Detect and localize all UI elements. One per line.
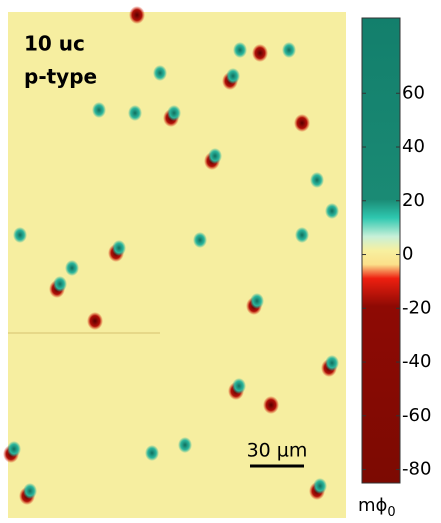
spot-positive: [23, 483, 37, 499]
colorbar-unit: mϕ0: [358, 495, 396, 520]
colorbar-gradient: [361, 17, 401, 484]
spot-negative: [263, 396, 279, 414]
spot-positive: [128, 105, 142, 121]
spot-positive: [13, 227, 27, 243]
spot-positive: [233, 42, 247, 58]
spot-positive: [167, 105, 181, 121]
spot-positive: [250, 293, 264, 309]
tick-label: 20: [402, 190, 425, 211]
spot-negative: [294, 114, 310, 132]
spot-positive: [53, 276, 67, 292]
tick-label: -80: [402, 459, 431, 480]
spot-positive: [282, 42, 296, 58]
spot-negative: [87, 312, 103, 330]
tick-label: 0: [402, 244, 413, 265]
flux-spots: [3, 6, 339, 505]
tick-label: 40: [402, 136, 425, 157]
tick-label: -40: [402, 351, 431, 372]
spot-positive: [325, 203, 339, 219]
spot-negative: [129, 6, 145, 24]
spot-positive: [310, 172, 324, 188]
spot-positive: [92, 102, 106, 118]
flux-image: [8, 12, 346, 518]
spot-negative: [252, 44, 268, 62]
scale-bar-label: 30 µm: [247, 440, 308, 462]
unit: mϕ: [358, 495, 387, 516]
spot-positive: [208, 148, 222, 164]
spot-positive: [193, 232, 207, 248]
tick-label: -60: [402, 405, 431, 426]
tick-label: -20: [402, 297, 431, 318]
spot-positive: [153, 65, 167, 81]
spot-positive: [295, 227, 309, 243]
tick-label: 60: [402, 82, 425, 103]
spot-positive: [178, 437, 192, 453]
spot-positive: [226, 68, 240, 84]
spot-positive: [313, 478, 327, 494]
spot-positive: [7, 441, 21, 457]
spot-positive: [65, 260, 79, 276]
spot-positive: [112, 240, 126, 256]
spot-positive: [325, 355, 339, 371]
image-label: p-type: [24, 65, 97, 89]
spot-positive: [145, 445, 159, 461]
image-label: 10 uc: [24, 32, 85, 56]
spot-positive: [232, 378, 246, 394]
unit-subscript: 0: [387, 505, 395, 520]
colorbar: 60 40 20 0 -20 -40 -60 -80: [361, 17, 431, 484]
